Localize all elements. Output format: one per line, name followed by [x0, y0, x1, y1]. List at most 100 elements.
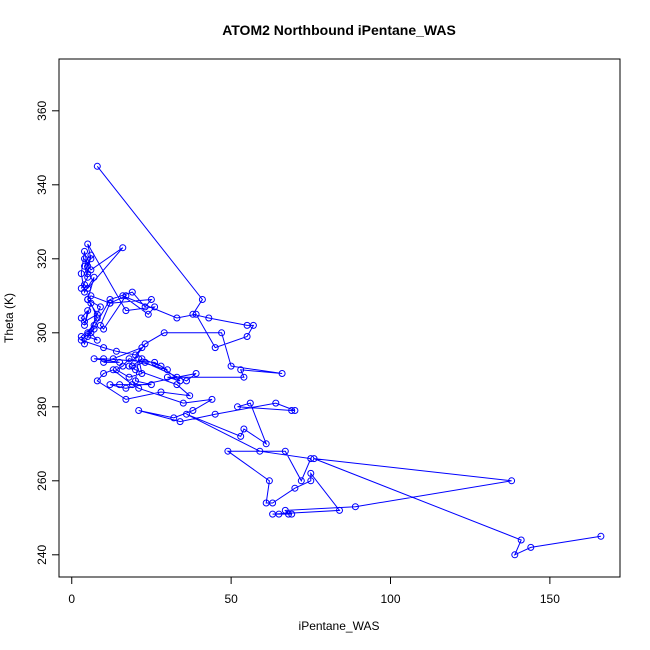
data-point	[132, 366, 139, 374]
y-tick-label: 240	[35, 544, 49, 564]
data-point	[205, 314, 213, 322]
data-point	[211, 344, 219, 352]
data-point	[288, 510, 296, 518]
data-point	[208, 395, 216, 403]
data-point	[179, 399, 187, 407]
data-point	[508, 477, 516, 485]
data-point	[336, 506, 343, 514]
data-point	[310, 455, 318, 463]
data-point	[106, 381, 114, 389]
data-point	[81, 288, 88, 296]
data-point	[237, 366, 245, 374]
data-point	[511, 551, 519, 559]
data-point	[173, 314, 181, 322]
y-axis-label: Theta (K)	[2, 293, 16, 343]
data-point	[135, 355, 143, 363]
data-point	[183, 410, 190, 418]
x-tick-label: 150	[540, 592, 560, 606]
data-point	[157, 388, 165, 396]
y-tick-label: 340	[35, 174, 49, 194]
data-point	[81, 262, 88, 270]
data-point	[234, 403, 241, 411]
data-point	[77, 270, 85, 278]
data-point	[240, 425, 248, 433]
data-point	[106, 299, 114, 307]
data-point	[81, 321, 88, 329]
data-point	[77, 336, 85, 344]
data-point	[256, 447, 264, 455]
data-point	[527, 543, 535, 551]
data-point	[109, 355, 117, 363]
data-point	[307, 469, 315, 477]
y-tick-label: 320	[35, 248, 49, 268]
data-point	[77, 314, 85, 322]
data-point	[122, 395, 130, 403]
data-point	[100, 344, 108, 352]
data-point	[192, 310, 200, 318]
data-point	[112, 347, 120, 355]
data-point	[90, 355, 98, 363]
data-point	[597, 532, 605, 540]
data-point	[144, 310, 152, 318]
data-point	[84, 307, 92, 315]
data-point	[160, 329, 168, 337]
data-point	[173, 381, 181, 389]
data-point	[288, 407, 296, 414]
data-point	[119, 292, 127, 300]
data-point	[128, 288, 136, 296]
data-point	[307, 477, 315, 485]
data-point	[198, 296, 206, 303]
data-point	[291, 484, 299, 492]
data-point	[211, 410, 219, 418]
data-point	[186, 392, 194, 400]
data-point	[141, 303, 149, 311]
data-point	[84, 240, 92, 248]
data-point	[265, 477, 273, 485]
data-point	[93, 314, 101, 322]
y-tick-label: 260	[35, 470, 49, 490]
data-point	[125, 355, 133, 363]
data-point	[93, 377, 101, 385]
data-point	[147, 296, 155, 303]
data-point	[138, 370, 146, 377]
data-point	[100, 370, 108, 377]
data-point	[141, 340, 149, 348]
data-point	[307, 455, 315, 463]
data-point	[90, 273, 98, 281]
data-point	[517, 536, 525, 544]
data-point	[93, 336, 101, 344]
data-point	[87, 251, 95, 259]
x-tick-label: 50	[224, 592, 238, 606]
data-point	[81, 247, 88, 255]
data-point	[189, 407, 197, 414]
data-point	[189, 310, 197, 318]
data-layer	[77, 162, 605, 559]
data-point	[249, 321, 257, 329]
data-point	[227, 362, 235, 370]
data-point	[151, 303, 159, 311]
data-point	[125, 362, 133, 370]
data-point	[240, 373, 248, 381]
series-line	[80, 165, 601, 556]
data-point	[176, 418, 184, 426]
data-point	[100, 325, 108, 333]
data-point	[243, 333, 251, 340]
data-point	[157, 362, 165, 370]
data-point	[93, 162, 101, 170]
data-point	[135, 384, 143, 392]
plot-frame	[58, 58, 621, 578]
data-point	[269, 499, 277, 507]
data-point	[297, 477, 305, 485]
data-point	[84, 333, 92, 340]
data-point	[128, 381, 136, 389]
data-point	[163, 366, 171, 374]
data-point	[138, 355, 146, 363]
data-point	[224, 447, 232, 455]
data-point	[109, 366, 117, 374]
data-point	[237, 432, 245, 440]
data-point	[84, 329, 92, 337]
data-point	[87, 292, 95, 300]
x-axis-label: iPentane_WAS	[299, 619, 380, 633]
data-point	[272, 399, 280, 407]
